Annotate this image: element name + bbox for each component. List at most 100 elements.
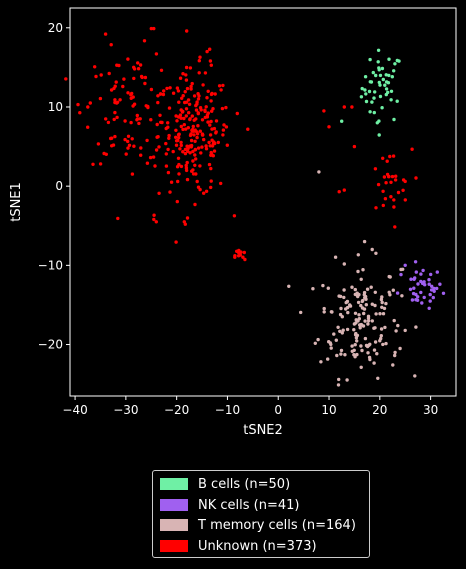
point-t-memory-cells [376,376,380,380]
point-t-memory-cells [364,297,368,301]
point-unknown [193,147,197,152]
point-unknown [176,156,181,160]
point-nk-cells [421,268,425,273]
point-unknown [191,124,195,129]
point-t-memory-cells [373,340,378,344]
point-unknown [183,90,187,94]
point-unknown [169,180,174,184]
point-unknown [129,120,133,125]
point-unknown [191,159,195,163]
point-b-cells [384,87,389,91]
point-t-memory-cells [366,322,370,326]
point-t-memory-cells [317,170,321,174]
point-unknown [168,86,172,90]
point-t-memory-cells [359,277,363,281]
legend-label-unknown: Unknown (n=373) [198,538,317,554]
point-t-memory-cells [369,285,373,289]
point-t-memory-cells [353,343,357,347]
point-t-memory-cells [384,301,388,306]
plot-frame [69,7,457,397]
point-unknown [219,88,223,92]
x-tick-label: 0 [274,403,282,417]
point-unknown [190,81,194,86]
point-nk-cells [430,284,434,288]
point-t-memory-cells [392,318,396,323]
point-unknown [174,135,178,139]
point-unknown [176,89,181,93]
legend-swatch-unknown [160,540,188,552]
point-unknown [131,104,135,108]
point-nk-cells [427,282,431,286]
point-unknown [114,80,118,84]
point-unknown [117,63,121,68]
point-unknown [194,108,199,112]
point-unknown [208,123,212,127]
x-tick-label: −20 [164,403,189,417]
point-unknown [184,163,188,168]
point-unknown [195,100,199,104]
point-nk-cells [432,289,436,293]
point-unknown [189,132,193,136]
point-t-memory-cells [353,292,357,297]
point-unknown [136,67,141,71]
point-unknown [184,73,188,77]
point-t-memory-cells [316,337,320,342]
point-unknown [174,128,178,132]
point-unknown [385,159,389,163]
point-t-memory-cells [365,287,370,291]
legend-swatch-nk-cells [160,499,188,511]
point-unknown [235,111,239,116]
point-unknown [156,94,160,98]
point-t-memory-cells [352,328,356,332]
point-t-memory-cells [328,341,332,345]
point-t-memory-cells [353,311,358,315]
point-unknown [135,113,139,118]
point-unknown [186,126,190,130]
point-nk-cells [416,282,420,286]
point-unknown [185,177,190,182]
point-unknown [152,213,156,217]
point-unknown [132,144,136,148]
point-unknown [78,111,82,115]
point-b-cells [387,73,391,78]
point-unknown [233,255,237,259]
point-unknown [179,164,184,169]
point-b-cells [370,100,374,104]
point-unknown [208,59,213,63]
point-nk-cells [435,286,439,291]
point-b-cells [372,110,376,115]
point-t-memory-cells [361,268,365,272]
x-axis-label: tSNE2 [243,423,283,438]
point-unknown [109,88,114,92]
y-tick-label: −20 [38,338,63,352]
point-unknown [198,187,202,192]
points-layer [64,26,446,387]
point-b-cells [384,73,388,77]
point-unknown [182,123,186,127]
point-unknown [167,136,171,140]
point-b-cells [392,117,396,122]
point-unknown [186,146,190,151]
point-t-memory-cells [381,342,385,347]
point-unknown [159,68,164,73]
point-t-memory-cells [343,353,347,357]
point-unknown [156,100,160,105]
point-unknown [168,190,172,194]
point-t-memory-cells [336,383,341,387]
point-unknown [124,152,128,156]
point-t-memory-cells [396,323,400,328]
point-unknown [224,125,229,129]
legend-label-t-memory-cells: T memory cells (n=164) [198,517,356,533]
point-unknown [198,129,202,133]
point-unknown [188,117,192,121]
point-unknown [178,147,182,151]
point-t-memory-cells [326,357,330,361]
point-unknown [112,117,116,122]
point-t-memory-cells [336,325,340,329]
point-unknown [154,148,159,152]
series-b-cells [340,48,401,137]
point-unknown [213,92,217,96]
point-unknown [98,162,103,166]
point-t-memory-cells [287,284,291,288]
point-t-memory-cells [339,348,344,353]
